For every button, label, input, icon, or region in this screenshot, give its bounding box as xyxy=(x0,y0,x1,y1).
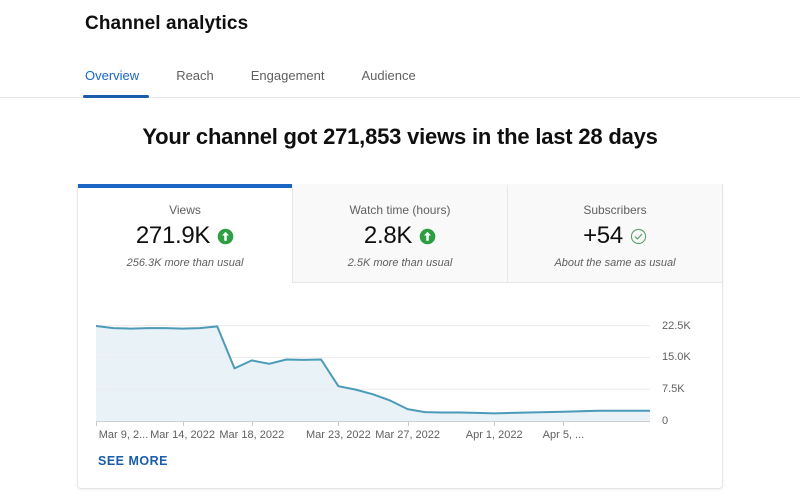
metric-value: 271.9K xyxy=(135,222,211,249)
page-title: Channel analytics xyxy=(85,13,249,34)
metric-label: Views xyxy=(169,203,201,217)
y-axis-label: 15.0K xyxy=(662,351,691,364)
metric-note: 2.5K more than usual xyxy=(347,257,453,269)
x-axis-tick xyxy=(338,422,340,426)
summary-headline: Your channel got 271,853 views in the la… xyxy=(142,124,658,149)
x-axis-tick xyxy=(494,422,496,426)
x-axis-tick xyxy=(182,422,184,426)
x-axis-label: Apr 5, ... xyxy=(542,429,585,441)
x-axis-tick xyxy=(563,422,565,426)
metric-label: Watch time (hours) xyxy=(349,203,451,217)
y-axis-label: 7.5K xyxy=(662,383,685,396)
check-circle-icon xyxy=(630,228,647,245)
metric-card-subscribers[interactable]: Subscribers +54 About the same as usual xyxy=(507,184,722,283)
x-axis-tick xyxy=(407,422,409,426)
metric-card-watch-time[interactable]: Watch time (hours) 2.8K 2.5K more than u… xyxy=(292,184,507,283)
x-axis-label: Mar 27, 2022 xyxy=(375,429,441,441)
arrow-up-circle-icon xyxy=(217,228,234,245)
metric-label: Subscribers xyxy=(583,203,647,217)
metric-note: About the same as usual xyxy=(554,257,676,269)
metric-card-views[interactable]: Views 271.9K 256.3K more than usual xyxy=(78,184,292,283)
arrow-up-circle-icon xyxy=(419,228,436,245)
metric-note: 256.3K more than usual xyxy=(126,257,244,269)
y-axis-label: 0 xyxy=(662,415,669,427)
tab-engagement[interactable]: Engagement xyxy=(250,68,325,83)
x-axis-tick xyxy=(96,422,97,426)
tab-audience[interactable]: Audience xyxy=(361,68,416,83)
tab-overview[interactable]: Overview xyxy=(82,62,150,98)
metric-value: +54 xyxy=(583,222,623,249)
analytics-tab-bar: Overview Reach Engagement Audience xyxy=(0,62,800,98)
views-area-chart xyxy=(95,325,650,421)
see-more-link[interactable]: SEE MORE xyxy=(98,454,168,468)
chart-plot[interactable]: 22.5K 15.0K 7.5K 0 xyxy=(95,315,691,427)
x-axis-label: Mar 14, 2022 xyxy=(150,429,215,441)
chart-line xyxy=(95,325,650,415)
tab-reach[interactable]: Reach xyxy=(176,68,214,83)
tabs: Overview Reach Engagement Audience xyxy=(82,62,800,98)
x-axis-label: Apr 1, 2022 xyxy=(465,429,523,441)
x-axis-label: Mar 23, 2022 xyxy=(305,429,371,441)
metric-value: 2.8K xyxy=(363,222,413,249)
x-axis-tick xyxy=(251,422,253,426)
x-axis-label: Mar 18, 2022 xyxy=(219,429,285,441)
x-axis-label: Mar 9, 2... xyxy=(98,429,149,441)
chart-x-axis: Mar 9, 2... Mar 14, 2022 Mar 18, 2022 Mar 2… xyxy=(96,427,650,441)
chart-area-fill xyxy=(96,326,650,421)
metric-card-row: Views 271.9K 256.3K more than usual Watc… xyxy=(78,184,722,283)
analytics-panel: Views 271.9K 256.3K more than usual Watc… xyxy=(77,184,723,489)
y-axis-label: 22.5K xyxy=(662,319,691,332)
